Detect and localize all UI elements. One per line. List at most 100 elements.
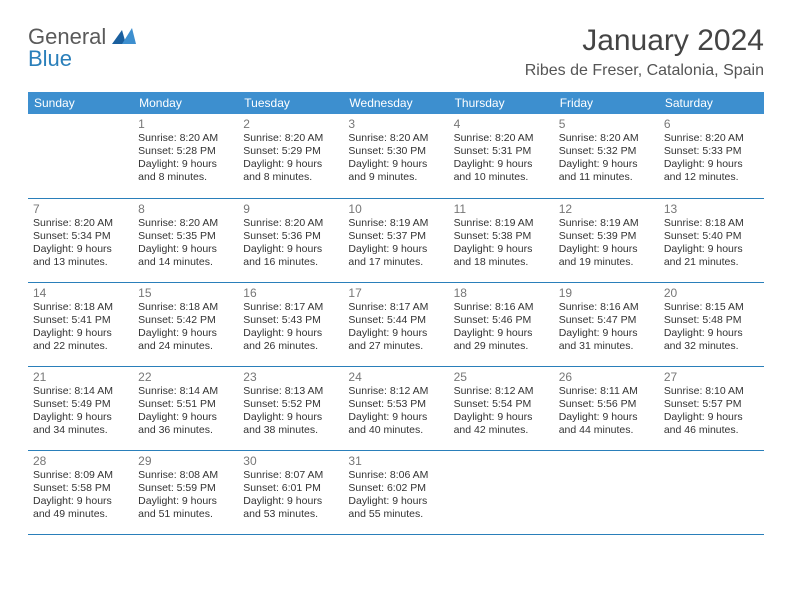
calendar-day-cell: 19Sunrise: 8:16 AMSunset: 5:47 PMDayligh… [554, 282, 659, 366]
day-number: 10 [348, 202, 443, 216]
day-header: Wednesday [343, 92, 448, 114]
daylight-text: Daylight: 9 hours [138, 158, 233, 171]
sunrise-text: Sunrise: 8:20 AM [243, 217, 338, 230]
day-number: 28 [33, 454, 128, 468]
daylight-text: and 49 minutes. [33, 508, 128, 521]
calendar-empty-cell [28, 114, 133, 198]
sunrise-text: Sunrise: 8:06 AM [348, 469, 443, 482]
calendar-week-row: 1Sunrise: 8:20 AMSunset: 5:28 PMDaylight… [28, 114, 764, 198]
daylight-text: and 40 minutes. [348, 424, 443, 437]
calendar-week-row: 7Sunrise: 8:20 AMSunset: 5:34 PMDaylight… [28, 198, 764, 282]
day-number: 22 [138, 370, 233, 384]
calendar-day-cell: 13Sunrise: 8:18 AMSunset: 5:40 PMDayligh… [659, 198, 764, 282]
triangle-icon [112, 26, 136, 46]
sunset-text: Sunset: 5:42 PM [138, 314, 233, 327]
calendar-day-cell: 22Sunrise: 8:14 AMSunset: 5:51 PMDayligh… [133, 366, 238, 450]
sunset-text: Sunset: 5:53 PM [348, 398, 443, 411]
day-number: 31 [348, 454, 443, 468]
calendar-day-cell: 12Sunrise: 8:19 AMSunset: 5:39 PMDayligh… [554, 198, 659, 282]
sunrise-text: Sunrise: 8:14 AM [33, 385, 128, 398]
daylight-text: Daylight: 9 hours [559, 158, 654, 171]
day-number: 2 [243, 117, 338, 131]
daylight-text: Daylight: 9 hours [559, 243, 654, 256]
sunrise-text: Sunrise: 8:14 AM [138, 385, 233, 398]
logo-text: General Blue [28, 24, 136, 70]
day-number: 15 [138, 286, 233, 300]
day-header: Tuesday [238, 92, 343, 114]
daylight-text: and 31 minutes. [559, 340, 654, 353]
location-text: Ribes de Freser, Catalonia, Spain [525, 62, 764, 80]
calendar-day-cell: 11Sunrise: 8:19 AMSunset: 5:38 PMDayligh… [449, 198, 554, 282]
daylight-text: Daylight: 9 hours [664, 327, 759, 340]
sunset-text: Sunset: 5:54 PM [454, 398, 549, 411]
daylight-text: and 17 minutes. [348, 256, 443, 269]
sunrise-text: Sunrise: 8:18 AM [33, 301, 128, 314]
calendar-day-cell: 2Sunrise: 8:20 AMSunset: 5:29 PMDaylight… [238, 114, 343, 198]
sunset-text: Sunset: 5:32 PM [559, 145, 654, 158]
daylight-text: and 8 minutes. [138, 171, 233, 184]
calendar-week-row: 28Sunrise: 8:09 AMSunset: 5:58 PMDayligh… [28, 450, 764, 534]
sunrise-text: Sunrise: 8:19 AM [348, 217, 443, 230]
calendar-day-cell: 31Sunrise: 8:06 AMSunset: 6:02 PMDayligh… [343, 450, 448, 534]
daylight-text: Daylight: 9 hours [559, 411, 654, 424]
sunrise-text: Sunrise: 8:09 AM [33, 469, 128, 482]
day-number: 4 [454, 117, 549, 131]
daylight-text: and 22 minutes. [33, 340, 128, 353]
daylight-text: and 27 minutes. [348, 340, 443, 353]
daylight-text: and 42 minutes. [454, 424, 549, 437]
daylight-text: Daylight: 9 hours [348, 327, 443, 340]
daylight-text: and 34 minutes. [33, 424, 128, 437]
calendar-day-cell: 15Sunrise: 8:18 AMSunset: 5:42 PMDayligh… [133, 282, 238, 366]
sunrise-text: Sunrise: 8:15 AM [664, 301, 759, 314]
sunset-text: Sunset: 5:58 PM [33, 482, 128, 495]
daylight-text: and 18 minutes. [454, 256, 549, 269]
sunrise-text: Sunrise: 8:07 AM [243, 469, 338, 482]
sunset-text: Sunset: 5:44 PM [348, 314, 443, 327]
daylight-text: and 11 minutes. [559, 171, 654, 184]
sunrise-text: Sunrise: 8:20 AM [243, 132, 338, 145]
sunrise-text: Sunrise: 8:20 AM [454, 132, 549, 145]
daylight-text: Daylight: 9 hours [348, 158, 443, 171]
sunset-text: Sunset: 6:02 PM [348, 482, 443, 495]
sunset-text: Sunset: 5:57 PM [664, 398, 759, 411]
day-number: 27 [664, 370, 759, 384]
day-number: 16 [243, 286, 338, 300]
day-number: 11 [454, 202, 549, 216]
daylight-text: Daylight: 9 hours [559, 327, 654, 340]
sunrise-text: Sunrise: 8:16 AM [454, 301, 549, 314]
daylight-text: and 19 minutes. [559, 256, 654, 269]
sunset-text: Sunset: 5:47 PM [559, 314, 654, 327]
day-header: Thursday [449, 92, 554, 114]
logo-word-blue: Blue [28, 48, 136, 70]
daylight-text: Daylight: 9 hours [454, 411, 549, 424]
logo: General Blue [28, 24, 136, 70]
daylight-text: Daylight: 9 hours [243, 327, 338, 340]
calendar-empty-cell [554, 450, 659, 534]
calendar-day-cell: 29Sunrise: 8:08 AMSunset: 5:59 PMDayligh… [133, 450, 238, 534]
sunrise-text: Sunrise: 8:12 AM [454, 385, 549, 398]
header: General Blue January 2024 Ribes de Frese… [28, 24, 764, 80]
day-number: 21 [33, 370, 128, 384]
sunrise-text: Sunrise: 8:20 AM [348, 132, 443, 145]
daylight-text: and 8 minutes. [243, 171, 338, 184]
calendar-day-cell: 9Sunrise: 8:20 AMSunset: 5:36 PMDaylight… [238, 198, 343, 282]
calendar-week-row: 14Sunrise: 8:18 AMSunset: 5:41 PMDayligh… [28, 282, 764, 366]
sunset-text: Sunset: 5:41 PM [33, 314, 128, 327]
calendar-day-cell: 28Sunrise: 8:09 AMSunset: 5:58 PMDayligh… [28, 450, 133, 534]
day-number: 30 [243, 454, 338, 468]
calendar-day-cell: 3Sunrise: 8:20 AMSunset: 5:30 PMDaylight… [343, 114, 448, 198]
daylight-text: and 32 minutes. [664, 340, 759, 353]
calendar-day-cell: 5Sunrise: 8:20 AMSunset: 5:32 PMDaylight… [554, 114, 659, 198]
page-title: January 2024 [525, 24, 764, 58]
day-number: 24 [348, 370, 443, 384]
day-header: Saturday [659, 92, 764, 114]
sunrise-text: Sunrise: 8:20 AM [138, 217, 233, 230]
daylight-text: Daylight: 9 hours [33, 243, 128, 256]
sunset-text: Sunset: 5:30 PM [348, 145, 443, 158]
daylight-text: and 29 minutes. [454, 340, 549, 353]
daylight-text: Daylight: 9 hours [243, 243, 338, 256]
sunset-text: Sunset: 5:33 PM [664, 145, 759, 158]
calendar-day-cell: 6Sunrise: 8:20 AMSunset: 5:33 PMDaylight… [659, 114, 764, 198]
calendar-day-cell: 24Sunrise: 8:12 AMSunset: 5:53 PMDayligh… [343, 366, 448, 450]
calendar-day-cell: 18Sunrise: 8:16 AMSunset: 5:46 PMDayligh… [449, 282, 554, 366]
